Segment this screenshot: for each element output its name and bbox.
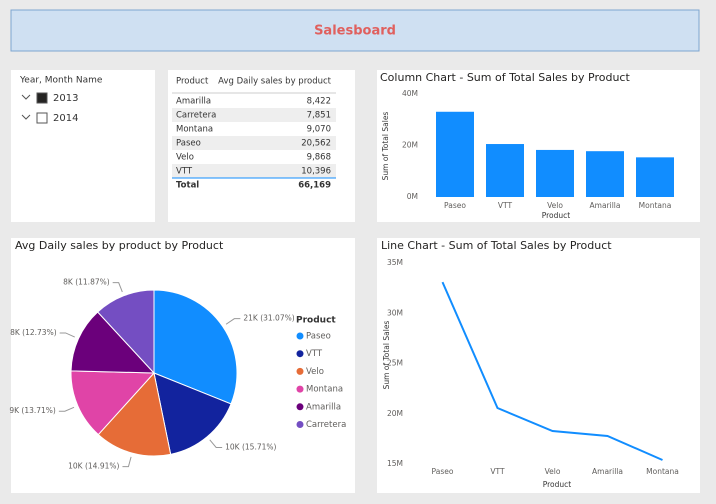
legend-label: Amarilla bbox=[306, 402, 341, 412]
table-cell: 10,396 bbox=[301, 167, 331, 177]
chart-title: Avg Daily sales by product by Product bbox=[15, 239, 224, 252]
slicer-title: Year, Month Name bbox=[19, 76, 103, 86]
table-cell: 7,851 bbox=[307, 111, 331, 121]
table-header: Product bbox=[176, 77, 209, 87]
data-label: 9K (13.71%) bbox=[9, 406, 56, 415]
y-tick-label: 35M bbox=[387, 258, 403, 267]
table-cell: 9,868 bbox=[307, 153, 331, 163]
legend-swatch bbox=[296, 385, 304, 393]
x-tick-label: Velo bbox=[545, 467, 561, 476]
bar bbox=[536, 149, 574, 197]
slicer-panel bbox=[11, 70, 155, 222]
y-tick-label: 20M bbox=[402, 141, 418, 150]
bar bbox=[486, 144, 524, 197]
checkbox[interactable] bbox=[36, 92, 48, 104]
table-cell: 8,422 bbox=[307, 97, 331, 107]
x-tick-label: VTT bbox=[490, 467, 505, 476]
legend-label: Paseo bbox=[306, 332, 331, 342]
header-box bbox=[10, 9, 700, 52]
chevron bbox=[21, 94, 31, 100]
data-label: 10K (14.91%) bbox=[68, 462, 119, 471]
pie-slice bbox=[70, 311, 156, 374]
x-tick-label: Paseo bbox=[444, 201, 466, 210]
table-cell: Amarilla bbox=[176, 97, 211, 107]
checkbox[interactable] bbox=[36, 112, 48, 124]
legend-swatch bbox=[296, 421, 304, 428]
leader-line bbox=[122, 456, 132, 468]
pie-slice bbox=[70, 370, 156, 436]
x-tick-label: Montana bbox=[646, 467, 679, 476]
leader-line bbox=[209, 439, 223, 448]
leader-line bbox=[225, 318, 241, 325]
y-tick-label: 30M bbox=[387, 308, 403, 317]
line bbox=[441, 281, 663, 461]
table-cell: Velo bbox=[176, 153, 194, 163]
leader-line bbox=[59, 332, 75, 338]
row-shade bbox=[172, 136, 336, 150]
pie-slice bbox=[153, 289, 238, 405]
header-title: Salesboard bbox=[314, 24, 396, 39]
legend-swatch bbox=[296, 367, 304, 375]
chart-title: Column Chart - Sum of Total Sales by Pro… bbox=[380, 71, 630, 84]
row-shade bbox=[172, 164, 336, 178]
leader-line bbox=[58, 406, 75, 412]
legend-label: Carretera bbox=[306, 420, 346, 430]
bar bbox=[436, 111, 474, 197]
data-label: 21K (31.07%) bbox=[243, 314, 294, 323]
column-panel bbox=[377, 70, 700, 222]
leader-line bbox=[112, 282, 123, 293]
pie-slice bbox=[96, 289, 155, 375]
legend-swatch bbox=[296, 350, 304, 358]
slicer-item[interactable]: 2014 bbox=[53, 113, 78, 124]
bar bbox=[636, 157, 674, 197]
y-axis-title: Sum of Total Sales bbox=[382, 321, 391, 390]
y-tick-label: 25M bbox=[387, 359, 403, 368]
x-tick-label: Paseo bbox=[432, 467, 454, 476]
chevron bbox=[21, 114, 31, 120]
pie-slice bbox=[153, 372, 232, 455]
table-header: Avg Daily sales by product bbox=[218, 77, 331, 87]
data-label: 8K (11.87%) bbox=[63, 278, 110, 287]
table-cell: VTT bbox=[176, 167, 193, 177]
x-axis-title: Product bbox=[543, 480, 572, 489]
x-tick-label: Amarilla bbox=[590, 201, 621, 210]
y-tick-label: 40M bbox=[402, 89, 418, 98]
table-cell: 9,070 bbox=[307, 125, 331, 135]
data-label: 10K (15.71%) bbox=[225, 442, 276, 451]
legend-swatch bbox=[296, 332, 304, 340]
y-axis-title: Sum of Total Sales bbox=[381, 112, 390, 181]
legend-label: Velo bbox=[306, 367, 324, 377]
legend-label: VTT bbox=[306, 349, 323, 359]
chart-title: Line Chart - Sum of Total Sales by Produ… bbox=[381, 239, 612, 252]
legend-label: Montana bbox=[306, 385, 343, 395]
x-tick-label: Montana bbox=[639, 201, 672, 210]
pie-slice bbox=[97, 371, 172, 457]
slicer-item[interactable]: 2013 bbox=[53, 93, 78, 104]
table-total: 66,169 bbox=[298, 181, 331, 191]
x-tick-label: Velo bbox=[547, 201, 563, 210]
table-cell: Paseo bbox=[176, 139, 201, 149]
y-tick-label: 20M bbox=[387, 409, 403, 418]
bar bbox=[586, 151, 624, 197]
x-tick-label: Amarilla bbox=[592, 467, 623, 476]
y-tick-label: 15M bbox=[387, 459, 403, 468]
table-cell: Carretera bbox=[176, 111, 216, 121]
legend-swatch bbox=[296, 403, 304, 411]
x-tick-label: VTT bbox=[498, 201, 513, 210]
table-total: Total bbox=[176, 181, 199, 191]
table-cell: 20,562 bbox=[301, 139, 331, 149]
table-cell: Montana bbox=[176, 125, 213, 135]
x-axis-title: Product bbox=[542, 211, 571, 220]
row-shade bbox=[172, 108, 336, 122]
legend-title: Product bbox=[296, 316, 336, 326]
line-panel bbox=[377, 238, 700, 493]
y-tick-label: 0M bbox=[407, 192, 418, 201]
data-label: 8K (12.73%) bbox=[10, 328, 57, 337]
